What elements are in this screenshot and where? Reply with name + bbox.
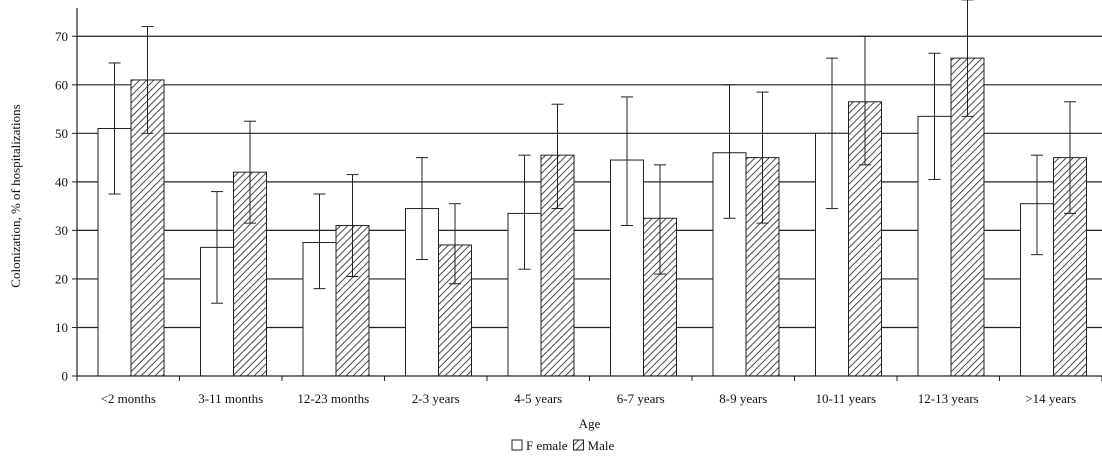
x-tick-label: >14 years xyxy=(1025,391,1076,406)
x-tick-label: 10-11 years xyxy=(815,391,876,406)
y-tick-label: 20 xyxy=(55,271,68,286)
legend-label-female: F emale xyxy=(526,438,568,453)
x-tick-label: 2-3 years xyxy=(412,391,460,406)
y-tick-label: 60 xyxy=(55,77,68,92)
y-tick-label: 40 xyxy=(55,174,68,189)
x-tick-label: <2 months xyxy=(101,391,156,406)
legend-label-male: Male xyxy=(588,438,615,453)
y-tick-label: 30 xyxy=(55,223,68,238)
x-tick-label: 6-7 years xyxy=(617,391,665,406)
bars xyxy=(97,0,1087,377)
y-axis-title: Colonization, % of hospitalizations xyxy=(8,104,23,287)
x-tick-label: 12-23 months xyxy=(297,391,369,406)
x-tick-label: 8-9 years xyxy=(719,391,767,406)
x-axis-title: Age xyxy=(579,416,601,431)
y-tick-label: 10 xyxy=(55,320,68,335)
x-tick-label: 12-13 years xyxy=(918,391,979,406)
tick-labels: 0 10 20 30 40 50 60 70 <2 months 3-11 months 12-23… xyxy=(55,29,1076,406)
x-tick-label: 3-11 months xyxy=(198,391,263,406)
legend-swatch-male xyxy=(573,439,585,451)
y-tick-label: 50 xyxy=(55,126,68,141)
legend: F emale Male xyxy=(511,438,615,453)
axes xyxy=(72,8,1102,381)
y-tick-label: 0 xyxy=(62,369,69,384)
y-tick-label: 70 xyxy=(55,29,68,44)
x-tick-label: 4-5 years xyxy=(514,391,562,406)
legend-swatch-female xyxy=(511,439,523,451)
